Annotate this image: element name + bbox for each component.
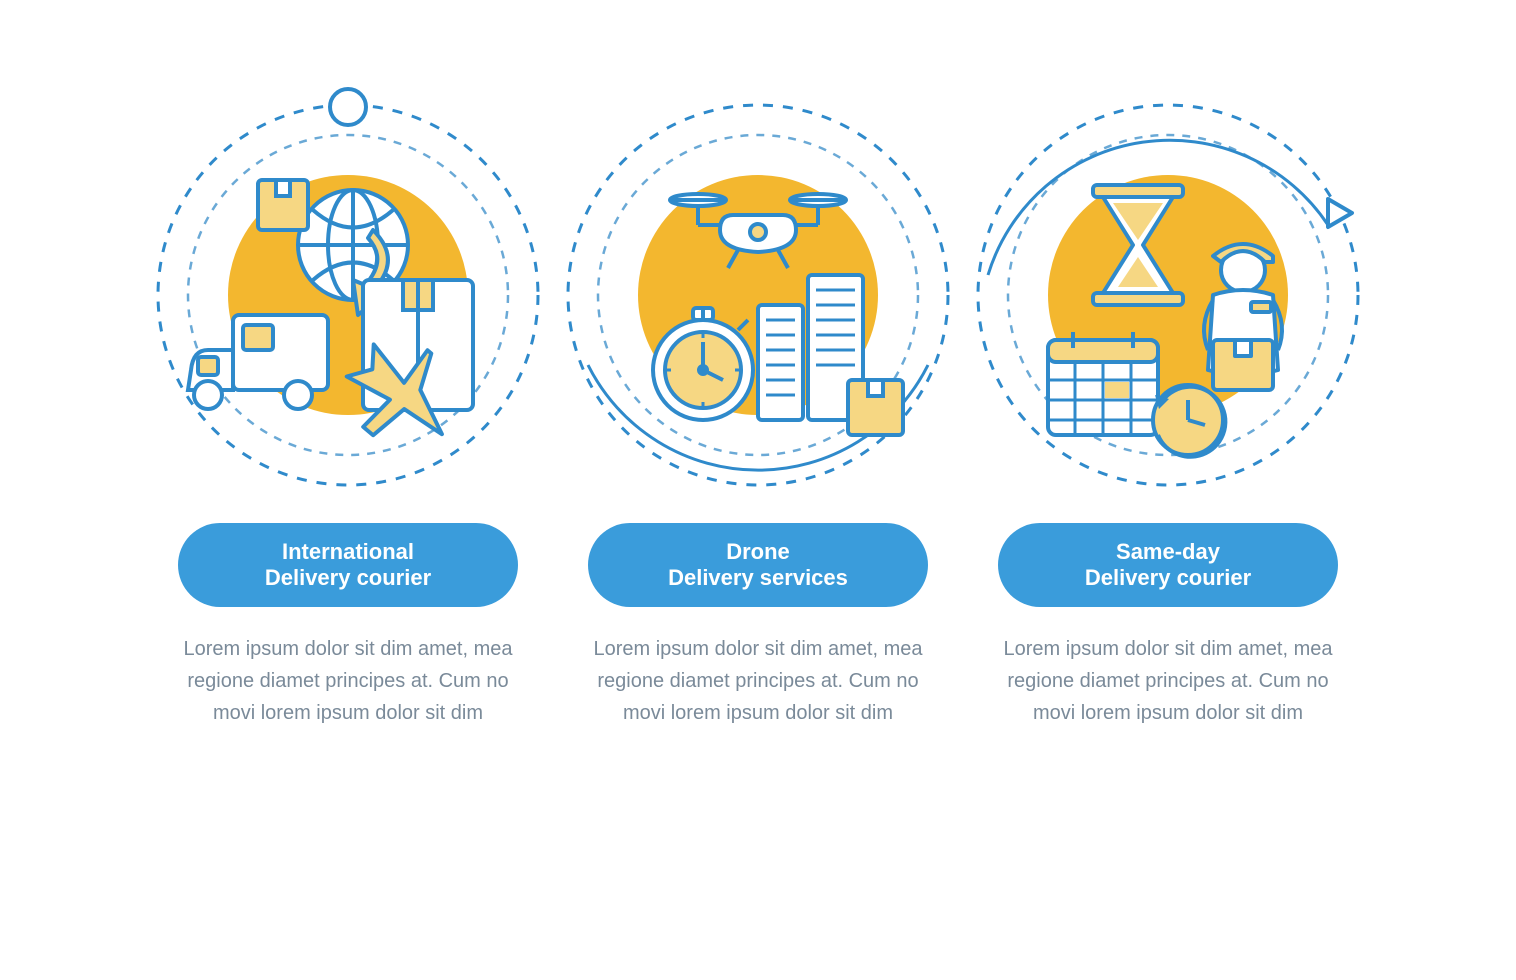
body-international: Lorem ipsum dolor sit dim amet, mea regi… — [178, 633, 518, 729]
pill-line2: Delivery services — [668, 565, 848, 591]
drone-svg — [558, 85, 958, 505]
infographic-root: International Delivery courier Lorem ips… — [0, 0, 1516, 980]
pill-line1: International — [282, 539, 414, 565]
body-drone: Lorem ipsum dolor sit dim amet, mea regi… — [588, 633, 928, 729]
pill-sameday: Same-day Delivery courier — [998, 523, 1338, 607]
international-svg — [148, 85, 548, 505]
pill-line1: Drone — [726, 539, 790, 565]
body-sameday: Lorem ipsum dolor sit dim amet, mea regi… — [998, 633, 1338, 729]
circle-drone — [558, 85, 958, 505]
card-international: International Delivery courier Lorem ips… — [143, 85, 553, 729]
pill-drone: Drone Delivery services — [588, 523, 928, 607]
circle-sameday — [968, 85, 1368, 505]
card-drone: Drone Delivery services Lorem ipsum dolo… — [553, 85, 963, 729]
pill-international: International Delivery courier — [178, 523, 518, 607]
card-sameday: Same-day Delivery courier Lorem ipsum do… — [963, 85, 1373, 729]
pill-line2: Delivery courier — [1085, 565, 1251, 591]
sameday-svg — [968, 85, 1368, 505]
pill-line2: Delivery courier — [265, 565, 431, 591]
circle-international — [148, 85, 548, 505]
cards-row: International Delivery courier Lorem ips… — [0, 85, 1516, 729]
pill-line1: Same-day — [1116, 539, 1220, 565]
